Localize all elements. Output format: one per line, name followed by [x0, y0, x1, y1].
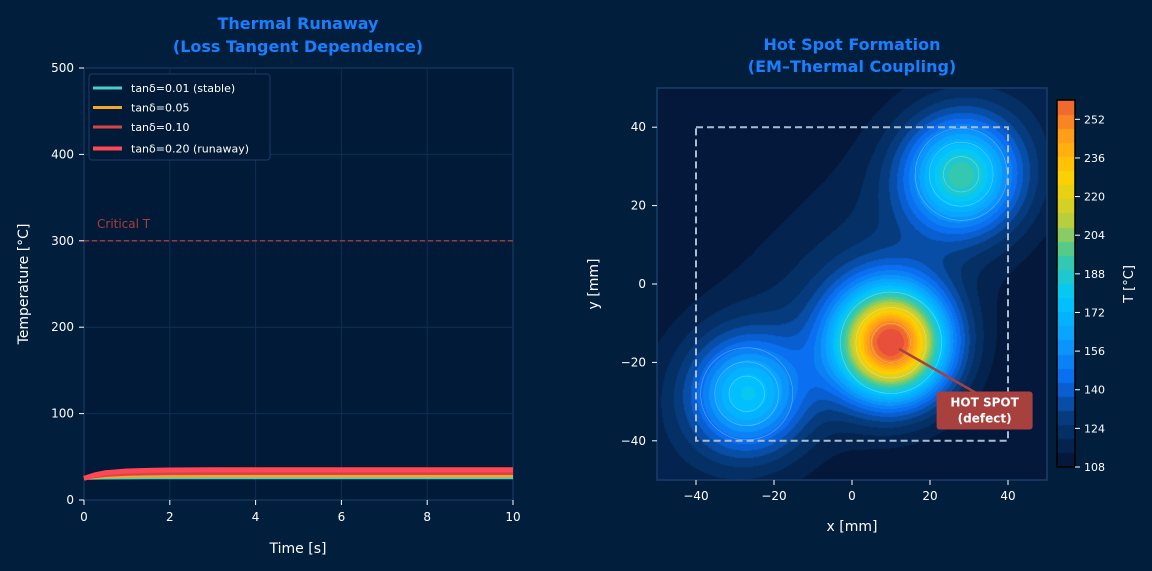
right-title-line2: (EM–Thermal Coupling): [748, 57, 956, 76]
x-tick-label: 10: [505, 510, 520, 524]
series-line-0: [83, 476, 513, 480]
contour-line: [714, 361, 779, 426]
x-tick-label: 0: [848, 489, 856, 503]
series-line-1: [83, 474, 513, 480]
annotation-arrow: [898, 347, 982, 397]
right-xlabel: x [mm]: [827, 519, 878, 535]
right-title-line1: Hot Spot Formation: [764, 35, 941, 54]
contour-line: [855, 307, 927, 379]
y-tick-label: 200: [51, 320, 74, 334]
y-tick-label: 20: [631, 199, 646, 213]
x-tick-label: 0: [80, 510, 88, 524]
legend-label: tanδ=0.01 (stable): [131, 82, 235, 95]
colorbar-label: T [°C]: [1122, 265, 1137, 304]
contour-line: [700, 347, 794, 441]
x-tick-label: 8: [423, 510, 431, 524]
contour-line: [728, 375, 765, 412]
y-tick-label: 0: [66, 493, 74, 507]
x-tick-label: 2: [166, 510, 174, 524]
x-tick-label: 20: [922, 489, 937, 503]
region-box: [695, 126, 1009, 442]
y-tick-label: 100: [51, 407, 74, 421]
colorbar-tick-label: 172: [1084, 306, 1105, 319]
legend-label: tanδ=0.05: [131, 102, 189, 115]
x-tick-label: −40: [683, 489, 708, 503]
critical-temperature-label: Critical T: [97, 217, 151, 231]
x-tick-label: 6: [338, 510, 346, 524]
y-tick-label: 0: [638, 277, 646, 291]
colorbar: [1057, 100, 1075, 467]
y-tick-label: −20: [621, 355, 646, 369]
y-tick-label: −40: [621, 434, 646, 448]
colorbar-tick-label: 124: [1084, 422, 1105, 435]
left-ylabel: Temperature [°C]: [16, 224, 32, 346]
colorbar-frame: [1056, 99, 1076, 468]
colorbar-tick-label: 156: [1084, 345, 1105, 358]
y-tick-label: 300: [51, 234, 74, 248]
annotation-text-line1: HOT SPOT: [950, 396, 1019, 410]
left-title-line2: (Loss Tangent Dependence): [173, 37, 423, 56]
annotation-text-line2: (defect): [958, 412, 1012, 426]
contour-line: [871, 322, 911, 363]
annotation-box: [936, 391, 1033, 430]
left-xlabel: Time [s]: [269, 541, 327, 557]
colorbar-tick-label: 252: [1084, 113, 1105, 126]
colorbar-tick-label: 204: [1084, 229, 1105, 242]
y-tick-label: 40: [631, 120, 646, 134]
legend-box: [88, 73, 271, 161]
colorbar-tick-label: 108: [1084, 461, 1105, 474]
colorbar-tick-label: 188: [1084, 268, 1105, 281]
contour-line: [928, 142, 994, 207]
legend: tanδ=0.01 (stable) tanδ=0.05 tanδ=0.10 tanδ…: [88, 73, 271, 161]
series-line-2: [83, 472, 513, 480]
contour-line: [839, 291, 942, 394]
x-tick-label: 4: [252, 510, 260, 524]
x-tick-label: 40: [1000, 489, 1015, 503]
legend-label: tanδ=0.10: [131, 121, 189, 134]
colorbar-tick-label: 140: [1084, 384, 1105, 397]
colorbar-tick-label: 236: [1084, 152, 1105, 165]
x-tick-label: −20: [761, 489, 786, 503]
contour-line: [914, 127, 1008, 221]
y-tick-label: 500: [51, 61, 74, 75]
contour-line: [943, 156, 980, 193]
colorbar-tick-label: 220: [1084, 191, 1105, 204]
right-ylabel: y [mm]: [586, 259, 602, 310]
left-title-line1: Thermal Runaway: [218, 14, 380, 33]
y-tick-label: 400: [51, 147, 74, 161]
legend-label: tanδ=0.20 (runaway): [131, 143, 249, 156]
series-line-3: [83, 467, 513, 481]
